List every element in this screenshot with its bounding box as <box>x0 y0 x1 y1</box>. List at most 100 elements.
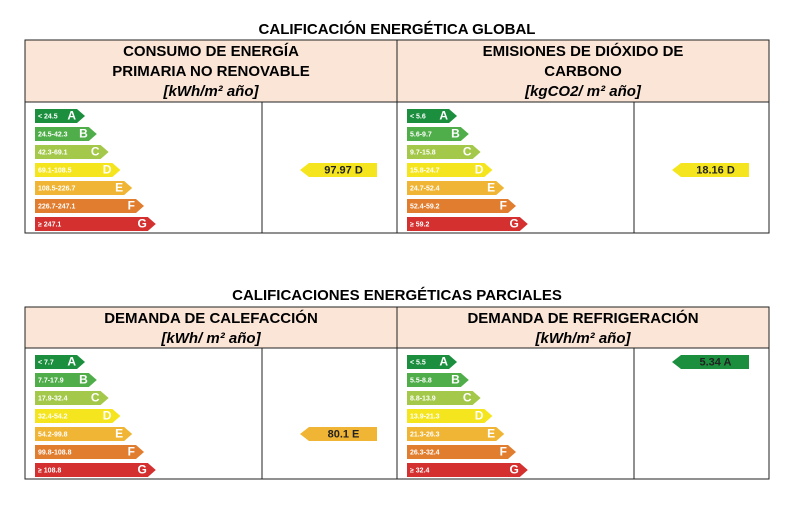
scale-range: 7.7-17.9 <box>38 377 64 384</box>
panel-heading: DEMANDA DE REFRIGERACIÓN <box>467 309 698 327</box>
rating-label: 97.97 D <box>324 164 363 176</box>
rating-label: 80.1 E <box>328 428 360 440</box>
scale-letter: F <box>128 199 135 213</box>
scale-range: < 24.5 <box>38 113 58 120</box>
scale-bar <box>407 427 505 441</box>
scale-letter: C <box>91 391 100 405</box>
rating-arrow <box>300 163 377 177</box>
scale-letter: E <box>115 181 123 195</box>
scale-letter: A <box>439 109 448 123</box>
scale-letter: B <box>451 373 460 387</box>
scale-bar <box>407 163 493 177</box>
scale-range: 13.9-21.3 <box>410 413 440 420</box>
scale-letter: E <box>115 427 123 441</box>
scale-range: ≥ 59.2 <box>410 221 430 228</box>
scale-range: 226.7-247.1 <box>38 203 75 210</box>
scale-letter: D <box>103 409 112 423</box>
scale-bar <box>35 355 85 369</box>
scale-bar <box>407 463 528 477</box>
scale-bar <box>407 409 493 423</box>
scale-bar <box>35 391 109 405</box>
scale-bar <box>35 145 109 159</box>
scale-range: 15.8-24.7 <box>410 167 440 174</box>
section-title: CALIFICACIONES ENERGÉTICAS PARCIALES <box>232 287 562 304</box>
scale-letter: E <box>487 181 495 195</box>
scale-range: 69.1-108.5 <box>38 167 72 174</box>
scale-bar <box>35 127 97 141</box>
scale-range: 32.4-54.2 <box>38 413 68 420</box>
scale-bar <box>407 391 481 405</box>
scale-letter: A <box>67 355 76 369</box>
scale-range: < 5.6 <box>410 113 426 120</box>
panel-unit: [kWh/ m² año] <box>160 330 261 347</box>
scale-bar <box>35 427 133 441</box>
scale-range: ≥ 247.1 <box>38 221 61 228</box>
rating-arrow <box>672 163 749 177</box>
scale-range: 21.3-26.3 <box>410 431 440 438</box>
header-cell <box>396 39 770 103</box>
scale-letter: F <box>128 445 135 459</box>
scale-letter: F <box>500 199 507 213</box>
scale-bar <box>407 181 505 195</box>
scale-range: 24.5-42.3 <box>38 131 68 138</box>
panel-heading: CARBONO <box>544 63 622 80</box>
scale-range: 17.9-32.4 <box>38 395 68 402</box>
scale-bar <box>35 163 121 177</box>
scale-letter: C <box>463 145 472 159</box>
scale-letter: G <box>509 463 518 477</box>
scale-letter: C <box>463 391 472 405</box>
scale-letter: G <box>137 463 146 477</box>
scale-bar <box>35 463 156 477</box>
scale-bar <box>35 199 144 213</box>
scale-range: 52.4-59.2 <box>410 203 440 210</box>
panel-unit: [kWh/m² año] <box>535 330 632 347</box>
panel-heading: CONSUMO DE ENERGÍA <box>123 43 299 60</box>
scale-range: 5.5-8.8 <box>410 377 432 384</box>
panel-unit: [kWh/m² año] <box>163 83 260 100</box>
section-title: CALIFICACIÓN ENERGÉTICA GLOBAL <box>259 20 536 38</box>
scale-letter: D <box>475 163 484 177</box>
scale-range: < 7.7 <box>38 359 54 366</box>
scale-letter: A <box>67 109 76 123</box>
panel-unit: [kgCO2/ m² año] <box>524 83 642 100</box>
scale-letter: F <box>500 445 507 459</box>
rating-arrow <box>672 355 749 369</box>
scale-range: ≥ 32.4 <box>410 467 430 474</box>
scale-bar <box>407 355 457 369</box>
scale-range: 99.8-108.8 <box>38 449 72 456</box>
header-cell <box>396 306 770 349</box>
scale-range: < 5.5 <box>410 359 426 366</box>
scale-bar <box>35 181 133 195</box>
panel-heading: DEMANDA DE CALEFACCIÓN <box>104 309 318 327</box>
scale-range: 5.6-9.7 <box>410 131 432 138</box>
scale-range: 54.2-99.8 <box>38 431 68 438</box>
scale-letter: G <box>137 217 146 231</box>
scale-letter: G <box>509 217 518 231</box>
scale-bar <box>35 109 85 123</box>
scale-bar <box>407 445 516 459</box>
scale-range: 24.7-52.4 <box>410 185 440 192</box>
rating-label: 5.34 A <box>699 356 731 368</box>
rating-arrow <box>300 427 377 441</box>
scale-bar <box>35 409 121 423</box>
scale-bar <box>407 109 457 123</box>
scale-bar <box>35 445 144 459</box>
scale-bar <box>407 217 528 231</box>
scale-range: 42.3-69.1 <box>38 149 68 156</box>
scale-range: ≥ 108.8 <box>38 467 61 474</box>
scale-letter: B <box>451 127 460 141</box>
panel-heading: PRIMARIA NO RENOVABLE <box>112 63 310 80</box>
header-cell <box>24 39 398 103</box>
scale-letter: B <box>79 373 88 387</box>
scale-bar <box>407 199 516 213</box>
scale-bar <box>407 145 481 159</box>
scale-bar <box>35 373 97 387</box>
scale-letter: B <box>79 127 88 141</box>
scale-range: 8.8-13.9 <box>410 395 436 402</box>
scale-range: 108.5-226.7 <box>38 185 75 192</box>
scale-range: 9.7-15.8 <box>410 149 436 156</box>
rating-label: 18.16 D <box>696 164 735 176</box>
scale-bar <box>407 373 469 387</box>
panel-heading: EMISIONES DE DIÓXIDO DE <box>483 42 684 60</box>
